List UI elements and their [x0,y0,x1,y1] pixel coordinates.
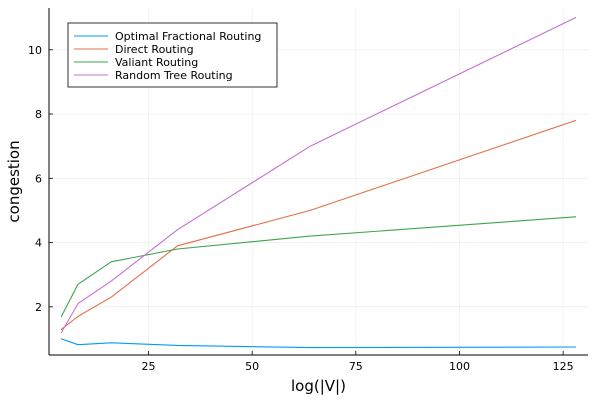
x-tick-label: 75 [349,360,363,373]
y-tick-label: 8 [35,108,42,121]
series-line-3 [60,216,577,317]
y-tick-label: 4 [35,237,42,250]
x-tick-label: 125 [553,360,574,373]
legend-label: Optimal Fractional Routing [115,30,261,43]
tick-labels: 25 50 75 100 125 2 4 6 8 10 [28,44,574,373]
x-axis-label: log(|V|) [291,377,346,395]
axes-frame [48,8,588,356]
series-lines [60,17,577,349]
legend-label: Random Tree Routing [115,69,233,82]
legend-box [67,22,278,88]
series-line-4 [60,17,577,334]
x-tick-label: 100 [449,360,470,373]
x-tick-label: 50 [245,360,259,373]
y-axis-label: congestion [5,140,23,222]
x-tick-label: 25 [142,360,156,373]
series-line-1 [60,338,577,349]
legend-label: Direct Routing [115,43,194,56]
legend-label: Valiant Routing [115,56,198,69]
y-tick-label: 10 [28,44,42,57]
y-tick-label: 6 [35,172,42,185]
y-tick-label: 2 [35,301,42,314]
series-line-2 [60,119,577,330]
